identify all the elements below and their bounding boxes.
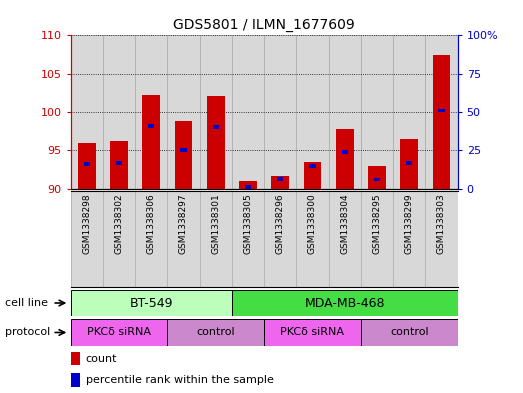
Bar <box>116 162 122 165</box>
Bar <box>84 162 90 166</box>
Bar <box>232 35 264 189</box>
Bar <box>245 185 251 189</box>
Bar <box>374 178 380 181</box>
Bar <box>309 164 316 167</box>
Text: PKCδ siRNA: PKCδ siRNA <box>87 327 151 338</box>
Bar <box>207 96 224 189</box>
Bar <box>361 35 393 189</box>
Bar <box>336 129 354 189</box>
Text: GSM1338305: GSM1338305 <box>244 193 253 254</box>
Bar <box>110 141 128 189</box>
Bar <box>212 125 219 129</box>
Text: control: control <box>197 327 235 338</box>
Bar <box>393 35 425 189</box>
Bar <box>271 176 289 189</box>
Bar <box>328 35 361 189</box>
Bar <box>71 290 232 316</box>
Text: GSM1338304: GSM1338304 <box>340 193 349 254</box>
Bar <box>232 290 458 316</box>
Bar <box>71 319 167 346</box>
Text: cell line: cell line <box>5 298 48 308</box>
Text: GSM1338300: GSM1338300 <box>308 193 317 254</box>
Bar <box>71 352 80 365</box>
Bar <box>103 35 135 189</box>
Bar <box>142 95 160 189</box>
Bar <box>342 150 348 154</box>
Bar <box>71 35 103 189</box>
Bar <box>239 181 257 189</box>
Text: protocol: protocol <box>5 327 51 338</box>
Text: GSM1338296: GSM1338296 <box>276 193 285 254</box>
Text: MDA-MB-468: MDA-MB-468 <box>304 296 385 310</box>
Text: GSM1338298: GSM1338298 <box>82 193 91 254</box>
Text: GSM1338302: GSM1338302 <box>115 193 123 254</box>
Title: GDS5801 / ILMN_1677609: GDS5801 / ILMN_1677609 <box>173 18 355 31</box>
Text: count: count <box>86 354 117 364</box>
Bar <box>78 143 96 189</box>
Bar <box>277 177 283 181</box>
Bar <box>175 121 192 189</box>
Bar <box>368 165 386 189</box>
Text: GSM1338301: GSM1338301 <box>211 193 220 254</box>
Text: GSM1338303: GSM1338303 <box>437 193 446 254</box>
Bar <box>425 35 458 189</box>
Text: percentile rank within the sample: percentile rank within the sample <box>86 375 274 386</box>
Bar <box>167 35 200 189</box>
Text: GSM1338299: GSM1338299 <box>405 193 414 254</box>
Bar <box>401 139 418 189</box>
Bar <box>406 162 413 165</box>
Bar <box>297 35 328 189</box>
Text: BT-549: BT-549 <box>130 296 173 310</box>
Text: GSM1338306: GSM1338306 <box>147 193 156 254</box>
Bar <box>148 124 154 128</box>
Bar <box>361 319 458 346</box>
Text: PKCδ siRNA: PKCδ siRNA <box>280 327 345 338</box>
Bar <box>433 55 450 189</box>
Bar <box>200 35 232 189</box>
Text: control: control <box>390 327 428 338</box>
Bar <box>135 35 167 189</box>
Bar <box>71 373 80 387</box>
Bar <box>167 319 264 346</box>
Bar <box>180 149 187 152</box>
Bar <box>264 319 361 346</box>
Text: GSM1338297: GSM1338297 <box>179 193 188 254</box>
Bar <box>438 108 445 112</box>
Bar <box>264 35 297 189</box>
Text: GSM1338295: GSM1338295 <box>372 193 381 254</box>
Bar <box>304 162 321 189</box>
